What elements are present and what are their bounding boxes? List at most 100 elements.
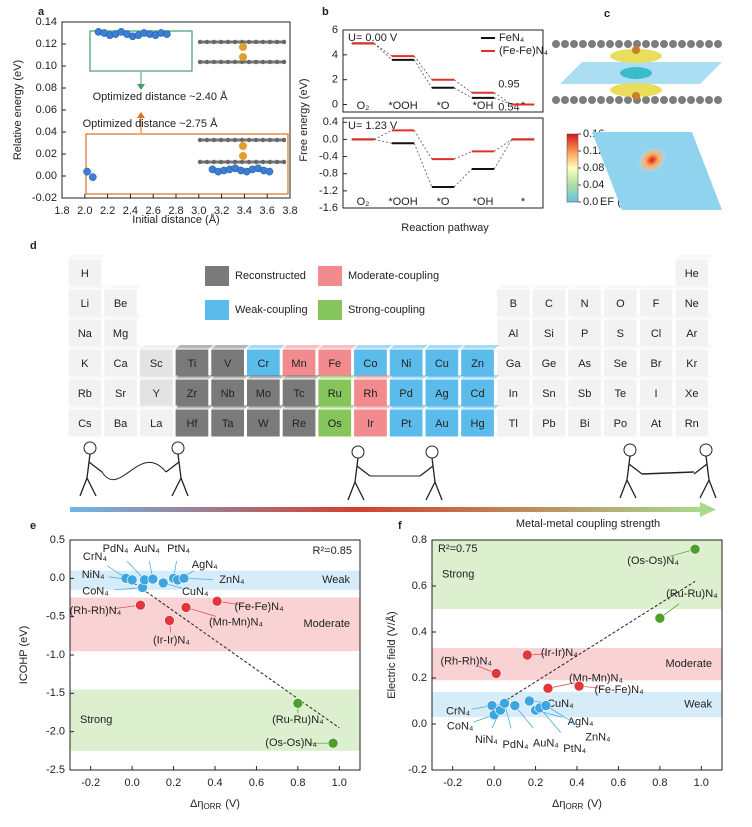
atom <box>687 96 695 104</box>
atom <box>260 39 266 45</box>
element-symbol: Re <box>292 418 306 430</box>
atom <box>274 137 280 143</box>
point-label: (Rh-Rh)N₄ <box>440 655 492 667</box>
atom <box>211 39 217 45</box>
cell-top <box>532 375 571 379</box>
axis-title-part: (V) <box>587 798 602 810</box>
charge-density <box>610 83 662 97</box>
point-label: (Os-Os)N₄ <box>265 737 317 749</box>
element-cell <box>567 288 602 318</box>
leader-line <box>539 707 561 733</box>
element-cell <box>638 318 674 348</box>
metal-atom <box>239 152 247 160</box>
atom <box>218 159 224 165</box>
y-tick-label: 0.0 <box>323 133 338 145</box>
y-tick-label: 0.6 <box>412 580 427 592</box>
atom <box>651 96 659 104</box>
atom <box>225 39 231 45</box>
cell-top <box>496 285 536 289</box>
element-cell <box>531 318 567 348</box>
y-tick-label: 0.10 <box>36 60 57 72</box>
element-symbol: Al <box>508 328 518 340</box>
axis-title-part: (V) <box>225 798 240 810</box>
element-cell <box>603 318 638 348</box>
x-tick-label: 0.8 <box>290 777 305 789</box>
atom <box>204 59 210 65</box>
atom <box>232 159 238 165</box>
element-cell <box>531 378 567 408</box>
cell-top <box>674 255 714 259</box>
connector <box>374 130 392 140</box>
element-cell <box>495 318 531 348</box>
figure-body <box>79 453 103 497</box>
cell-top <box>389 405 428 409</box>
cell-top <box>567 285 607 289</box>
element-symbol: Tl <box>509 418 518 430</box>
element-cell <box>246 408 281 438</box>
cell-top <box>353 405 393 409</box>
atom <box>267 39 273 45</box>
point-label: AgN₄ <box>192 559 218 571</box>
category-label: O₂ <box>357 196 370 208</box>
element-symbol: Mn <box>291 358 306 370</box>
element-symbol: Pb <box>542 418 555 430</box>
y-tick-label: 0.4 <box>323 116 338 128</box>
axis-title-part: ORR <box>204 802 222 811</box>
element-symbol: P <box>581 328 588 340</box>
panel-label: f <box>398 520 402 532</box>
data-point <box>147 573 159 585</box>
element-symbol: N <box>581 298 589 310</box>
atom <box>552 40 560 48</box>
element-symbol: Mg <box>113 328 128 340</box>
cell-top <box>567 315 607 319</box>
element-symbol: Sc <box>150 358 163 370</box>
cell-top <box>282 405 321 409</box>
band <box>70 689 360 751</box>
cell-top <box>460 405 500 409</box>
element-cell <box>67 288 103 318</box>
atom <box>579 96 587 104</box>
element-symbol: Cs <box>78 418 92 430</box>
charge-density <box>620 67 652 79</box>
atom <box>561 40 569 48</box>
rope <box>641 471 695 475</box>
y-tick-label: 0.02 <box>36 148 57 160</box>
x-tick-label: 0.8 <box>652 777 667 789</box>
cell-top <box>68 345 107 349</box>
panel-label: d <box>30 240 37 252</box>
atom <box>714 40 722 48</box>
data-point <box>521 649 533 661</box>
cell-top <box>246 405 286 409</box>
cell-top <box>532 285 571 289</box>
y-tick-label: 0.00 <box>36 170 57 182</box>
element-cell <box>103 318 138 348</box>
cell-top <box>532 315 571 319</box>
element-symbol: Pd <box>399 388 412 400</box>
cell-top <box>68 285 107 289</box>
cell-top <box>639 345 678 349</box>
element-cell <box>67 318 103 348</box>
element-symbol: Ge <box>542 358 557 370</box>
atom <box>253 59 259 65</box>
cell-top <box>496 375 536 379</box>
point-label: PtN₄ <box>563 743 586 755</box>
point-label: CoN₄ <box>447 721 474 733</box>
x-tick-label: 0.4 <box>207 777 222 789</box>
cell-top <box>425 375 464 379</box>
legend-swatch <box>318 266 342 286</box>
element-symbol: Fe <box>328 358 341 370</box>
x-tick-label: 0.2 <box>166 777 181 789</box>
figure-body <box>347 457 371 501</box>
element-symbol: Br <box>651 358 662 370</box>
element-symbol: Hf <box>186 418 198 430</box>
element-cell <box>424 378 460 408</box>
connector <box>493 139 513 152</box>
element-symbol: B <box>510 298 517 310</box>
y-tick-label: -0.2 <box>408 764 427 776</box>
element-symbol: Ti <box>188 358 197 370</box>
y-tick-label: -1.2 <box>319 185 338 197</box>
atom <box>267 59 273 65</box>
cell-top <box>532 405 571 409</box>
cell-top <box>567 375 607 379</box>
connector <box>413 55 433 80</box>
